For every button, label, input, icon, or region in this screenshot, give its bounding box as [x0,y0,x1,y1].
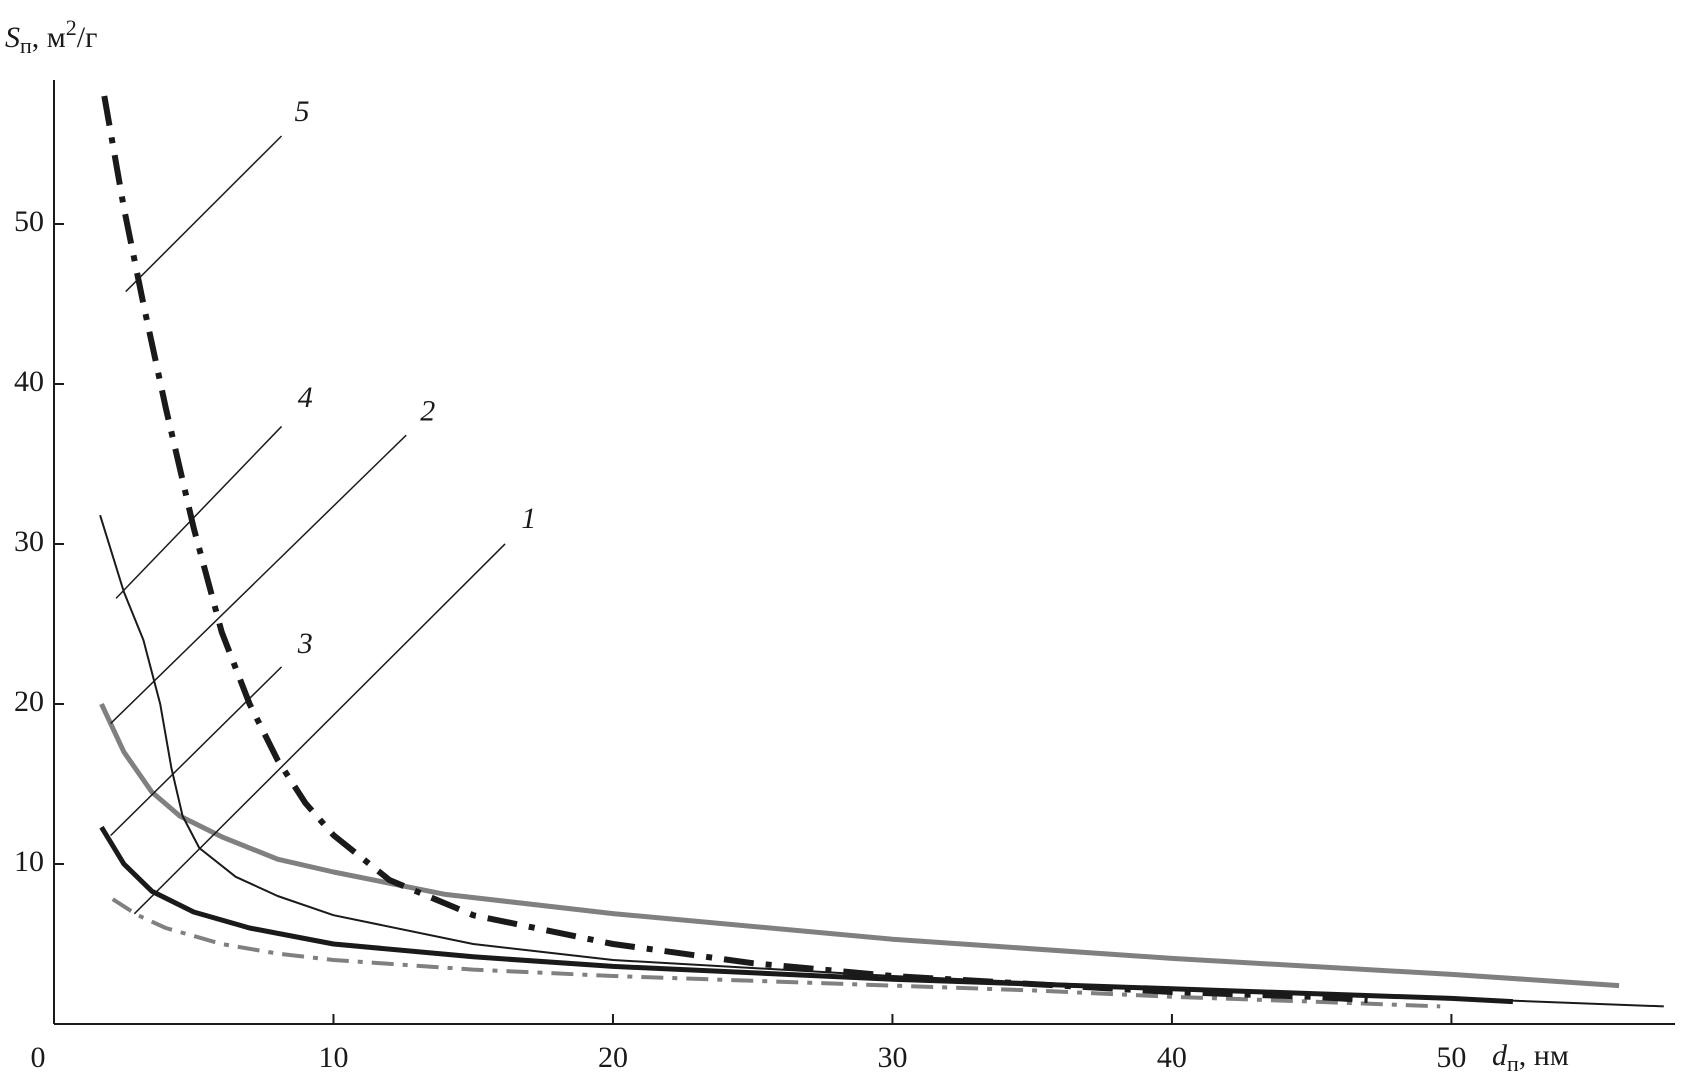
x-tick-label: 50 [1436,1041,1466,1074]
leader-line [125,135,283,293]
series-line [111,897,1441,1009]
curve-label: 3 [297,627,313,660]
y-axis-label: Sп, м2/г [5,15,97,58]
curve-label: 2 [420,394,435,427]
x-tick-label: 10 [318,1041,348,1074]
series-line [99,702,1620,989]
series-line [99,825,1514,1005]
y-axis-label-part: /г [77,21,98,54]
leader-line [110,434,407,724]
y-tick-label: 20 [14,685,44,718]
leader-line [133,543,506,915]
curve-label: 1 [521,502,536,535]
y-tick-label: 40 [14,365,44,398]
x-axis-label-part: п [1507,1051,1519,1076]
x-axis-label-part: , нм [1519,1039,1569,1072]
y-tick-label: 10 [14,845,44,878]
y-tick-label: 50 [14,205,44,238]
y-tick-label: 30 [14,525,44,558]
curve-label: 5 [294,95,309,128]
y-axis-label-part: S [5,21,20,54]
x-tick-label: 0 [31,1041,46,1074]
series-line [99,514,1664,1008]
x-axis-label-part: d [1492,1039,1508,1072]
x-axis-label: dп, нм [1492,1039,1569,1076]
x-tick-label: 20 [598,1041,628,1074]
leader-line [115,425,283,599]
x-tick-label: 40 [1157,1041,1187,1074]
leader-line [110,666,283,837]
y-axis-label-part: , м [32,21,66,54]
x-tick-label: 30 [877,1041,907,1074]
y-axis-label-part: п [20,33,32,58]
curve-label: 4 [298,381,313,414]
series-line [101,95,1368,1003]
y-axis-label-part: 2 [66,15,77,40]
